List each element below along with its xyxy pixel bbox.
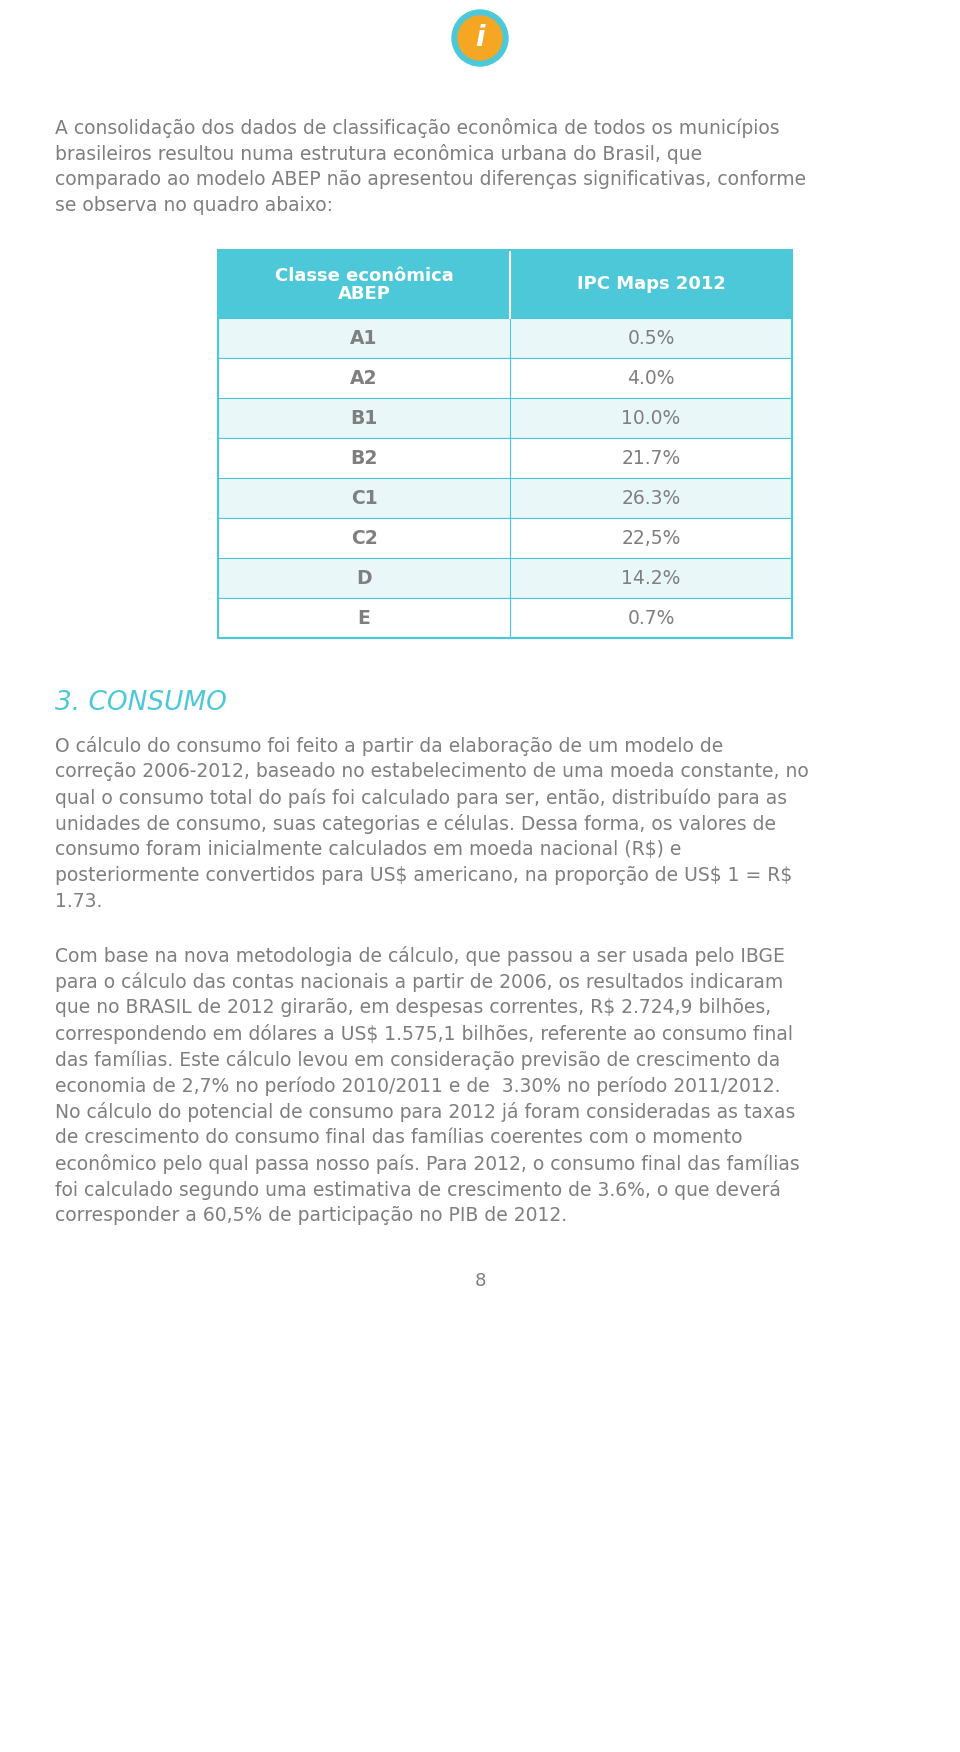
Text: Classe econômica: Classe econômica xyxy=(275,266,453,286)
FancyBboxPatch shape xyxy=(218,251,792,319)
Text: ABEP: ABEP xyxy=(338,286,391,303)
Text: i: i xyxy=(475,25,485,53)
FancyBboxPatch shape xyxy=(218,597,792,638)
Text: se observa no quadro abaixo:: se observa no quadro abaixo: xyxy=(55,196,333,215)
Text: qual o consumo total do país foi calculado para ser, então, distribuído para as: qual o consumo total do país foi calcula… xyxy=(55,788,787,808)
Text: A consolidação dos dados de classificação econômica de todos os municípios: A consolidação dos dados de classificaçã… xyxy=(55,117,780,138)
Circle shape xyxy=(458,16,502,60)
Text: unidades de consumo, suas categorias e células. Dessa forma, os valores de: unidades de consumo, suas categorias e c… xyxy=(55,815,776,834)
Text: 21.7%: 21.7% xyxy=(621,449,681,468)
Text: Com base na nova metodologia de cálculo, que passou a ser usada pelo IBGE: Com base na nova metodologia de cálculo,… xyxy=(55,946,785,965)
Text: posteriormente convertidos para US$ americano, na proporção de US$ 1 = R$: posteriormente convertidos para US$ amer… xyxy=(55,865,792,885)
Text: 22,5%: 22,5% xyxy=(621,529,681,547)
Text: No cálculo do potencial de consumo para 2012 já foram consideradas as taxas: No cálculo do potencial de consumo para … xyxy=(55,1102,796,1121)
Text: comparado ao modelo ABEP não apresentou diferenças significativas, conforme: comparado ao modelo ABEP não apresentou … xyxy=(55,170,806,189)
Text: 4.0%: 4.0% xyxy=(627,368,675,387)
Text: 0.7%: 0.7% xyxy=(627,608,675,627)
Text: A2: A2 xyxy=(350,368,377,387)
Text: para o cálculo das contas nacionais a partir de 2006, os resultados indicaram: para o cálculo das contas nacionais a pa… xyxy=(55,972,783,992)
Text: 1.73.: 1.73. xyxy=(55,892,103,911)
FancyBboxPatch shape xyxy=(218,438,792,478)
Text: D: D xyxy=(356,568,372,587)
Text: de crescimento do consumo final das famílias coerentes com o momento: de crescimento do consumo final das famí… xyxy=(55,1128,742,1148)
Text: 10.0%: 10.0% xyxy=(621,408,681,427)
Text: consumo foram inicialmente calculados em moeda nacional (R$) e: consumo foram inicialmente calculados em… xyxy=(55,839,682,858)
Text: 3. CONSUMO: 3. CONSUMO xyxy=(55,690,227,717)
Text: C2: C2 xyxy=(350,529,377,547)
Text: B2: B2 xyxy=(350,449,377,468)
Text: IPC Maps 2012: IPC Maps 2012 xyxy=(577,275,726,293)
Text: A1: A1 xyxy=(350,329,377,347)
Text: brasileiros resultou numa estrutura econômica urbana do Brasil, que: brasileiros resultou numa estrutura econ… xyxy=(55,144,702,165)
Text: econômico pelo qual passa nosso país. Para 2012, o consumo final das famílias: econômico pelo qual passa nosso país. Pa… xyxy=(55,1155,800,1174)
Text: economia de 2,7% no período 2010/2011 e de  3.30% no período 2011/2012.: economia de 2,7% no período 2010/2011 e … xyxy=(55,1076,780,1095)
Text: 26.3%: 26.3% xyxy=(621,489,681,508)
Text: corresponder a 60,5% de participação no PIB de 2012.: corresponder a 60,5% de participação no … xyxy=(55,1205,567,1225)
FancyBboxPatch shape xyxy=(218,357,792,398)
Text: foi calculado segundo uma estimativa de crescimento de 3.6%, o que deverá: foi calculado segundo uma estimativa de … xyxy=(55,1181,780,1200)
Text: 8: 8 xyxy=(474,1272,486,1289)
Text: das famílias. Este cálculo levou em consideração previsão de crescimento da: das famílias. Este cálculo levou em cons… xyxy=(55,1049,780,1070)
Text: 0.5%: 0.5% xyxy=(627,329,675,347)
Text: que no BRASIL de 2012 girarão, em despesas correntes, R$ 2.724,9 bilhões,: que no BRASIL de 2012 girarão, em despes… xyxy=(55,999,771,1016)
Text: C1: C1 xyxy=(350,489,377,508)
FancyBboxPatch shape xyxy=(218,519,792,557)
Text: O cálculo do consumo foi feito a partir da elaboração de um modelo de: O cálculo do consumo foi feito a partir … xyxy=(55,736,723,757)
Text: correspondendo em dólares a US$ 1.575,1 bilhões, referente ao consumo final: correspondendo em dólares a US$ 1.575,1 … xyxy=(55,1023,793,1044)
Text: 14.2%: 14.2% xyxy=(621,568,681,587)
Text: E: E xyxy=(358,608,371,627)
Text: B1: B1 xyxy=(350,408,377,427)
FancyBboxPatch shape xyxy=(218,557,792,597)
FancyBboxPatch shape xyxy=(218,398,792,438)
Text: correção 2006-2012, baseado no estabelecimento de uma moeda constante, no: correção 2006-2012, baseado no estabelec… xyxy=(55,762,808,781)
FancyBboxPatch shape xyxy=(218,478,792,519)
Circle shape xyxy=(452,11,508,67)
FancyBboxPatch shape xyxy=(218,319,792,357)
